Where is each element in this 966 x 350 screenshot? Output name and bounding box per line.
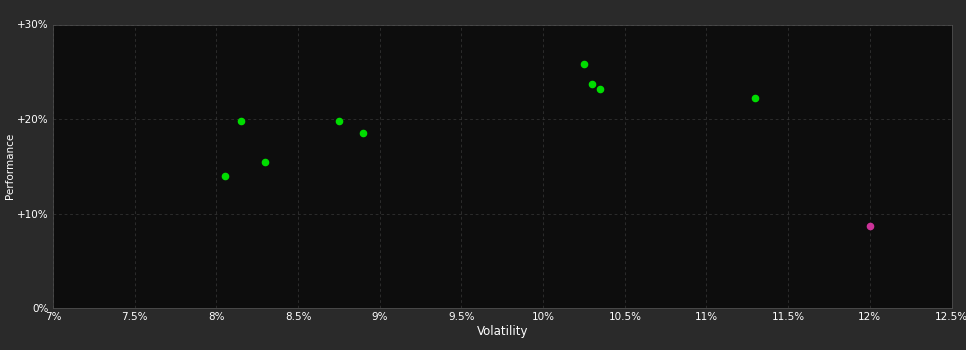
Point [592, 86, 608, 92]
Point [862, 223, 877, 229]
Point [331, 118, 347, 124]
Point [355, 131, 371, 136]
Point [748, 96, 763, 101]
Point [577, 61, 592, 67]
Y-axis label: Performance: Performance [5, 133, 14, 200]
X-axis label: Volatility: Volatility [476, 325, 528, 338]
Point [584, 81, 600, 87]
Point [233, 118, 248, 124]
Point [258, 159, 273, 164]
Point [217, 173, 233, 178]
